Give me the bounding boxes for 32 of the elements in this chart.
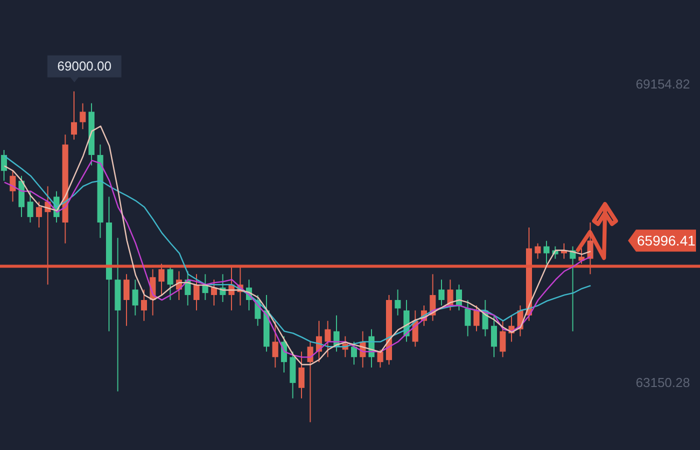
candlestick bbox=[141, 289, 147, 322]
candlestick bbox=[464, 300, 471, 337]
candlestick bbox=[194, 274, 200, 311]
candlestick bbox=[132, 279, 138, 316]
candlestick bbox=[491, 314, 497, 358]
candlestick bbox=[324, 320, 331, 358]
candlestick bbox=[80, 102, 86, 130]
candlestick bbox=[587, 222, 594, 275]
candlestick bbox=[307, 341, 314, 423]
text: 65996.41 bbox=[637, 232, 696, 249]
candlestick bbox=[377, 349, 384, 368]
annotation: 69000.00 bbox=[57, 58, 112, 74]
candlestick bbox=[167, 266, 174, 300]
y-tick-label: 69154.82 bbox=[636, 76, 690, 92]
candlestick bbox=[158, 263, 164, 296]
candlestick bbox=[544, 240, 550, 264]
candlestick bbox=[394, 289, 401, 316]
candlestick bbox=[534, 242, 541, 260]
candlestick bbox=[500, 320, 506, 358]
y-tick-label: 63150.28 bbox=[636, 374, 690, 390]
candlestick bbox=[1, 150, 7, 182]
candlestick bbox=[438, 279, 444, 306]
candlestick bbox=[27, 190, 34, 224]
candlestick bbox=[272, 320, 278, 368]
candlestick bbox=[456, 284, 462, 311]
candlestick bbox=[474, 304, 480, 332]
candlestick bbox=[71, 90, 77, 140]
candlestick bbox=[36, 201, 42, 228]
candlestick bbox=[211, 279, 217, 306]
candlestick bbox=[298, 351, 304, 399]
candlestick bbox=[124, 274, 130, 326]
candlestick bbox=[351, 341, 357, 366]
